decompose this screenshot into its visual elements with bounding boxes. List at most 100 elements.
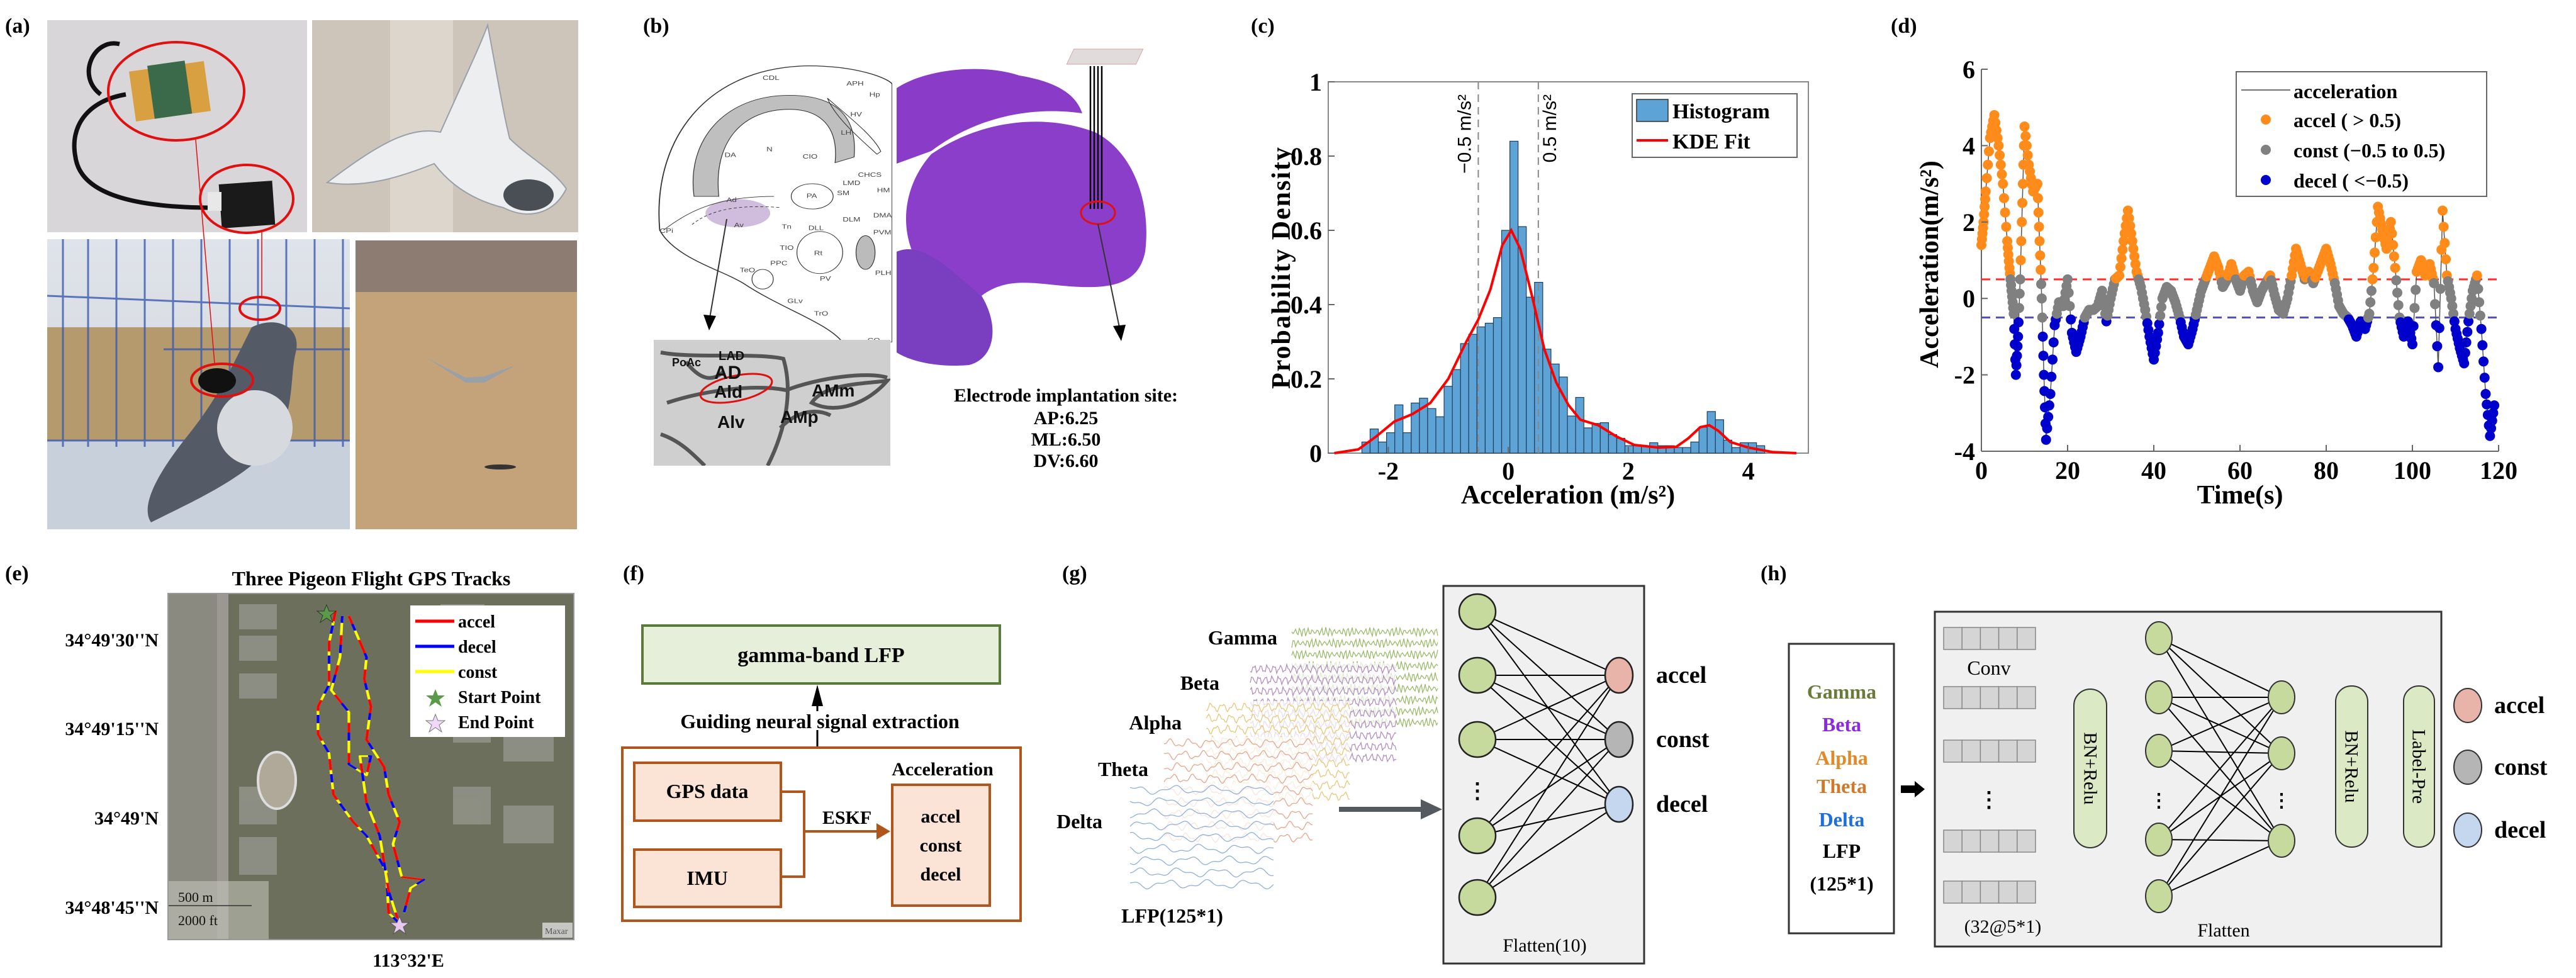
electrode-site-title: Electrode implantation site: [954, 385, 1178, 406]
data-point-accel [2017, 179, 2028, 189]
connection-line [1477, 675, 1620, 836]
waveform-trace [1291, 638, 1438, 648]
lon-tick: 113°32'E [372, 950, 444, 971]
legend: acceleration accel ( > 0.5) const (−0.5 … [2236, 71, 2487, 197]
data-point-const [2447, 301, 2458, 312]
waveform-trace [1250, 663, 1397, 675]
highlight-circle [190, 363, 254, 398]
electrode-dv: DV:6.60 [1033, 451, 1098, 471]
scale-imperial: 2000 ft [178, 913, 218, 928]
data-point-const [2156, 301, 2166, 312]
flatten-node [2145, 621, 2173, 655]
start-point-star-icon [316, 604, 337, 624]
bn-relu-block-1 [2073, 689, 2107, 848]
band-label-delta: Delta [1056, 810, 1102, 833]
legend-label: accel ( > 0.5) [2293, 109, 2401, 132]
lfp-band-waveforms [1129, 626, 1438, 891]
electrode-ap: AP:6.25 [1034, 408, 1098, 429]
waveform-trace [1250, 673, 1397, 687]
conv-shape-label: (32@5*1) [1964, 916, 2042, 937]
data-point-decel [2462, 327, 2473, 337]
conv-filter-cell [1998, 739, 2018, 763]
x-tick-label: 60 [2227, 456, 2253, 485]
waveform-trace [1129, 796, 1274, 807]
x-tick-label: -2 [1378, 457, 1399, 485]
data-point-decel [2048, 337, 2059, 348]
conv-filter-cell [2017, 686, 2036, 709]
data-point-const [2015, 274, 2025, 284]
data-point-accel [2017, 216, 2027, 227]
histogram-bar [1501, 230, 1511, 454]
data-point-accel [2122, 205, 2133, 216]
data-point-const [2098, 293, 2108, 304]
connection-line [2158, 697, 2282, 840]
conv-filter-cell [1998, 686, 2018, 709]
data-point-decel [2461, 337, 2472, 348]
conv-filter-cell [1980, 686, 2000, 709]
waveform-trace [1129, 831, 1274, 843]
waveform-trace [1129, 808, 1274, 819]
data-point-accel [1995, 150, 2005, 160]
input-lfp: LFP [1823, 840, 1861, 862]
map-attribution: Maxar [545, 927, 568, 936]
data-point-const [2037, 312, 2047, 323]
lat-tick: 34°48'45''N [65, 897, 159, 918]
connection-line [1477, 739, 1620, 805]
x-tick-label: 2 [1622, 457, 1635, 485]
conv-filter-cell [1980, 829, 2000, 853]
input-band-alpha: Alpha [1815, 746, 1868, 769]
start-star-icon [426, 689, 445, 707]
inset-label: AD [714, 363, 741, 383]
lfp-input-label: LFP(125*1) [1121, 904, 1223, 927]
data-point-accel [2033, 207, 2044, 218]
hidden-node [1458, 656, 1497, 694]
data-point-accel [2001, 222, 2012, 232]
histogram-bar [1427, 408, 1436, 454]
connection-line [2158, 638, 2282, 841]
histogram-bar [1706, 411, 1716, 454]
data-point-const [2155, 310, 2166, 321]
photo-pigeon-field [356, 240, 577, 529]
waveform-trace [1129, 785, 1274, 795]
y-axis-label: Acceleration(m/s²) [1915, 160, 1944, 368]
class-label: const [920, 835, 962, 856]
data-point-accel [2370, 232, 2381, 243]
histogram-bar [1690, 441, 1700, 454]
latitude-ticks: 34°49'30''N 34°49'15''N 34°49'N 34°48'45… [65, 630, 159, 918]
atlas-label: DLM [843, 216, 860, 223]
data-point-decel [2407, 339, 2417, 350]
gps-data-label: GPS data [666, 780, 749, 802]
data-point-const [2097, 286, 2107, 296]
legend-swatch-accel [2261, 115, 2271, 125]
data-point-decel [2046, 371, 2057, 382]
data-point-accel [2388, 240, 2399, 250]
data-point-const [2393, 300, 2404, 310]
ellipsis: ⋮ [1978, 789, 2000, 812]
data-point-accel [2368, 262, 2379, 273]
conv-filter-cell [1943, 829, 1963, 853]
conv-filter-cell [1961, 880, 1981, 904]
eskf-label: ESKF [822, 807, 871, 828]
x-tick-label: 0 [1502, 457, 1515, 485]
data-point-decel [2042, 423, 2052, 434]
data-point-accel [1993, 140, 2004, 151]
data-point-accel [2128, 244, 2139, 254]
output-node-const [1604, 721, 1634, 758]
x-tick-label: 4 [1742, 457, 1755, 485]
connection-line [1477, 675, 1620, 898]
histogram-bar [1435, 416, 1445, 454]
atlas-label: TIO [780, 244, 793, 251]
data-point-decel [2449, 316, 2460, 327]
acceleration-title: Acceleration [892, 759, 994, 780]
data-point-accel [2129, 251, 2140, 262]
atlas-arrow [703, 218, 727, 330]
inset-label: PoAc [672, 356, 701, 369]
conv-filter-cell [1961, 739, 1981, 763]
label-pre-block [2403, 685, 2435, 848]
data-point-decel [2479, 373, 2490, 383]
hidden-node [1458, 817, 1497, 855]
data-point-accel [1983, 146, 1994, 157]
data-point-accel [2126, 228, 2137, 239]
atlas-label: TrO [814, 310, 828, 317]
flatten-label: Flatten(10) [1503, 935, 1586, 956]
